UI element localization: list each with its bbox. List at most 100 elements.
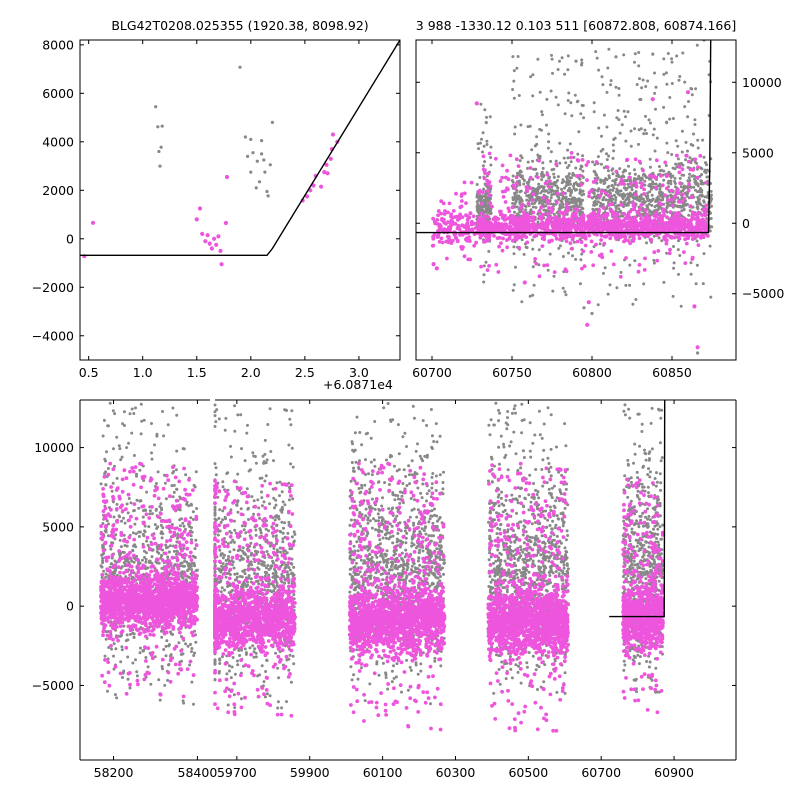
point-gray bbox=[550, 182, 554, 186]
point-gray bbox=[276, 706, 280, 710]
point-pink bbox=[582, 264, 587, 269]
point-pink bbox=[488, 184, 493, 189]
point-gray bbox=[709, 189, 713, 193]
point-gray bbox=[127, 497, 131, 500]
point-pink bbox=[636, 232, 641, 237]
point-gray bbox=[599, 180, 603, 184]
point-gray bbox=[150, 457, 154, 461]
point-gray bbox=[190, 680, 194, 684]
point-gray bbox=[651, 197, 655, 201]
point-gray bbox=[167, 643, 171, 647]
point-pink bbox=[608, 236, 613, 241]
point-gray bbox=[263, 588, 266, 592]
point-gray bbox=[113, 412, 117, 416]
point-pink bbox=[590, 228, 595, 232]
point-gray bbox=[190, 568, 194, 571]
point-gray bbox=[139, 432, 143, 436]
point-pink bbox=[690, 232, 695, 237]
point-gray bbox=[596, 188, 600, 192]
point-gray bbox=[581, 169, 585, 173]
point-gray bbox=[144, 656, 148, 659]
point-gray bbox=[263, 438, 267, 442]
point-gray bbox=[676, 248, 680, 252]
point-gray bbox=[615, 286, 619, 290]
point-gray bbox=[606, 169, 610, 173]
point-pink bbox=[571, 219, 576, 224]
point-gray bbox=[103, 654, 107, 658]
point-gray bbox=[572, 187, 576, 190]
point-gray bbox=[149, 682, 153, 686]
point-gray bbox=[631, 196, 635, 199]
point-gray bbox=[192, 702, 195, 706]
point-pink bbox=[615, 212, 620, 217]
point-gray bbox=[674, 139, 678, 143]
point-pink bbox=[451, 209, 456, 213]
point-gray bbox=[606, 292, 610, 296]
point-pink bbox=[600, 214, 604, 218]
point-gray bbox=[638, 199, 642, 203]
point-pink bbox=[547, 206, 551, 210]
point-gray bbox=[531, 238, 534, 242]
point-gray bbox=[650, 193, 654, 197]
x-tick-label: 0.5 bbox=[79, 365, 99, 380]
point-gray bbox=[108, 565, 112, 569]
point-gray bbox=[642, 172, 646, 176]
point-pink bbox=[460, 199, 464, 203]
point-pink bbox=[500, 175, 504, 180]
point-gray bbox=[270, 120, 274, 124]
point-gray bbox=[123, 544, 127, 547]
point-gray bbox=[549, 150, 553, 154]
point-pink bbox=[498, 209, 502, 214]
point-gray bbox=[570, 189, 573, 192]
point-gray bbox=[489, 145, 493, 149]
point-gray bbox=[137, 535, 141, 538]
point-gray bbox=[696, 146, 700, 150]
point-pink bbox=[499, 241, 503, 246]
point-gray bbox=[485, 204, 489, 208]
point-gray bbox=[619, 214, 623, 218]
point-pink bbox=[702, 222, 707, 227]
point-gray bbox=[175, 487, 179, 491]
point-pink bbox=[537, 209, 542, 214]
point-gray bbox=[156, 525, 160, 529]
point-pink bbox=[446, 210, 450, 215]
point-gray bbox=[569, 205, 573, 209]
point-gray bbox=[627, 164, 630, 168]
point-gray bbox=[622, 53, 626, 57]
point-gray bbox=[629, 129, 633, 133]
point-gray bbox=[146, 566, 150, 570]
point-gray bbox=[126, 511, 130, 515]
marks-bottom bbox=[99, 400, 666, 733]
point-pink bbox=[673, 194, 677, 199]
point-pink bbox=[692, 304, 697, 309]
point-pink bbox=[652, 225, 657, 230]
point-gray bbox=[254, 655, 258, 659]
point-pink bbox=[460, 232, 465, 237]
point-gray bbox=[676, 144, 680, 148]
point-gray bbox=[667, 179, 671, 183]
point-gray bbox=[590, 196, 594, 200]
point-gray bbox=[688, 209, 692, 213]
point-pink bbox=[705, 207, 709, 212]
point-pink bbox=[609, 249, 614, 254]
point-gray bbox=[528, 294, 532, 298]
point-gray bbox=[187, 567, 191, 571]
point-gray bbox=[276, 550, 280, 554]
point-gray bbox=[547, 140, 551, 144]
point-gray bbox=[183, 559, 187, 563]
point-gray bbox=[569, 208, 573, 212]
point-gray bbox=[662, 72, 666, 76]
point-pink bbox=[682, 196, 687, 201]
marks-top-right bbox=[416, 40, 714, 355]
point-gray bbox=[274, 498, 278, 502]
point-pink bbox=[654, 210, 659, 215]
point-gray bbox=[139, 402, 143, 406]
point-pink bbox=[490, 204, 494, 209]
point-pink bbox=[534, 261, 539, 266]
point-pink bbox=[585, 322, 590, 327]
point-pink bbox=[474, 240, 478, 245]
point-gray bbox=[652, 258, 656, 262]
point-pink bbox=[701, 217, 705, 222]
point-gray bbox=[550, 185, 554, 189]
point-pink bbox=[687, 182, 691, 187]
